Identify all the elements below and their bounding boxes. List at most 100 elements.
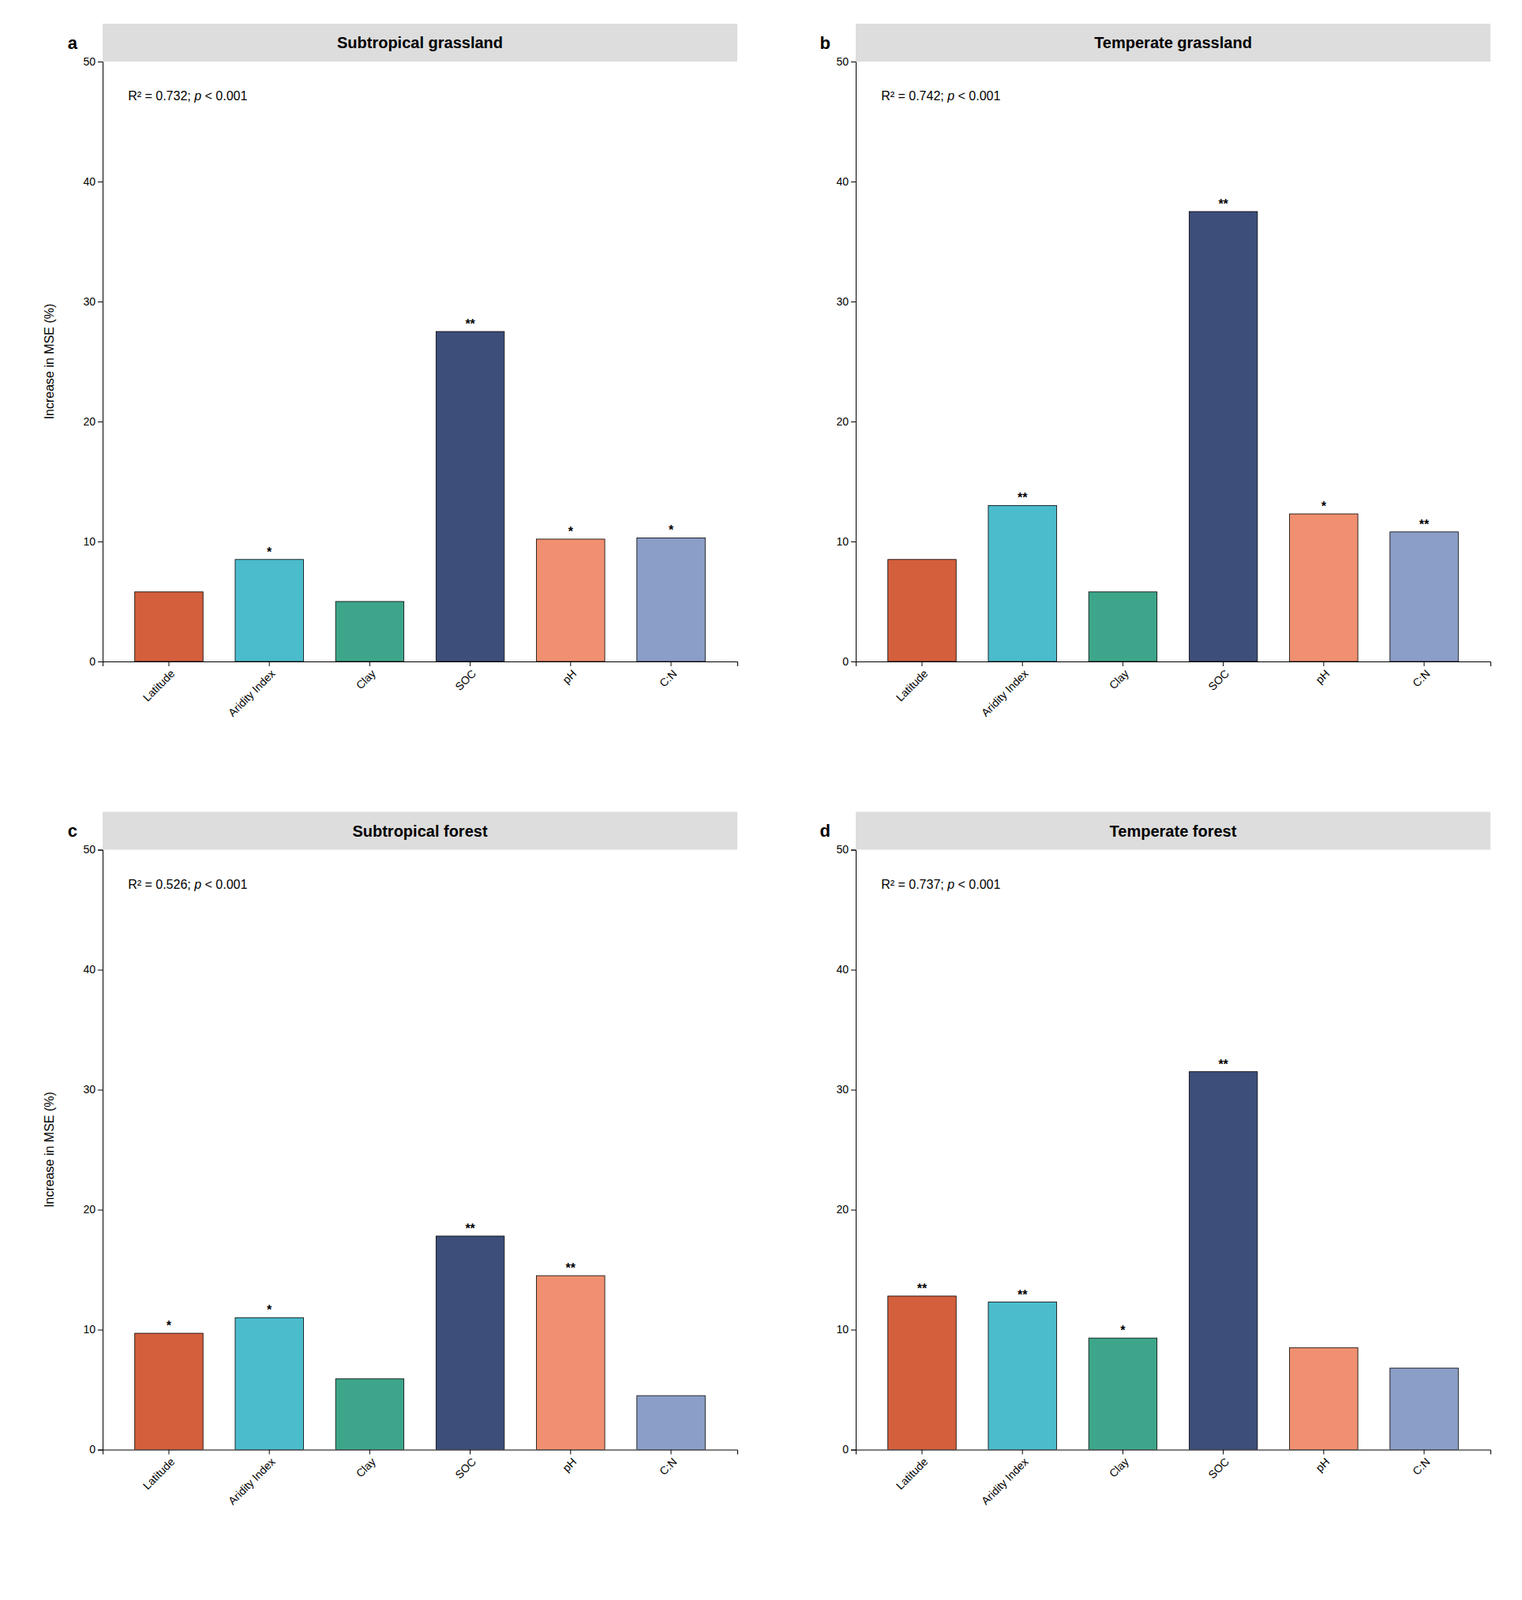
y-tick-label: 40: [82, 175, 96, 188]
bar: [888, 559, 957, 662]
y-tick: 0: [89, 1443, 103, 1456]
y-tick-label: 30: [82, 1083, 96, 1096]
stat-text: R² = 0.737;: [880, 877, 948, 892]
x-tick: SOC: [452, 1450, 479, 1482]
x-tick: SOC: [1205, 1450, 1232, 1482]
x-tick-mark: [369, 661, 371, 667]
x-tick-label: Aridity Index: [978, 667, 1031, 720]
x-axis-line: [856, 662, 1492, 668]
y-tick-label: 50: [835, 55, 849, 68]
y-tick-label: 10: [835, 535, 849, 548]
y-tick-mark: [850, 61, 856, 63]
y-tick-label: 10: [82, 1323, 96, 1336]
bar: [335, 1379, 405, 1451]
x-tick-mark: [569, 661, 571, 667]
y-tick-mark: [97, 301, 103, 303]
bar: [1390, 532, 1459, 662]
y-tick: 20: [835, 415, 856, 428]
y-tick-label: 20: [82, 415, 96, 428]
significance-label: **: [1017, 1288, 1028, 1302]
x-tick-label: SOC: [1205, 667, 1232, 694]
x-tick: SOC: [1205, 661, 1232, 694]
x-tick: Clay: [353, 661, 379, 692]
significance-label: *: [1120, 1323, 1126, 1338]
y-tick-label: 0: [89, 1443, 96, 1456]
x-axis: LatitudeAridity IndexClaySOCpHC:N: [856, 661, 1492, 720]
x-tick-label: Clay: [1106, 1455, 1132, 1481]
stat-text: < 0.001: [954, 89, 1001, 103]
x-tick-mark: [1323, 1450, 1324, 1455]
y-tick-mark: [97, 181, 103, 183]
y-tick: 30: [82, 1083, 103, 1096]
y-tick-label: 0: [89, 655, 96, 668]
significance-label: **: [917, 1282, 928, 1296]
y-tick-label: 0: [842, 1443, 849, 1456]
x-tick-mark: [671, 1450, 672, 1455]
y-tick-mark: [97, 1450, 103, 1451]
x-tick-label: SOC: [1205, 1455, 1232, 1482]
y-axis-title: Increase in MSE (%): [42, 1091, 57, 1208]
x-tick-mark: [269, 1450, 270, 1455]
x-tick-mark: [168, 661, 169, 667]
significance-label: **: [1017, 491, 1028, 505]
significance-label: **: [1218, 197, 1229, 211]
panel: Temperate grassland01020304050LatitudeAr…: [820, 23, 1492, 720]
significance-label: *: [568, 524, 574, 539]
y-tick-mark: [850, 970, 856, 971]
x-tick: C:N: [656, 1450, 679, 1478]
y-tick-label: 20: [82, 1203, 96, 1216]
y-tick-label: 50: [82, 843, 96, 856]
x-tick-mark: [369, 1450, 371, 1455]
x-tick-mark: [269, 661, 270, 667]
x-tick-mark: [469, 1450, 471, 1455]
bar: [235, 1317, 304, 1450]
y-tick: 40: [835, 175, 856, 188]
bar: [134, 1333, 204, 1450]
bars: [134, 331, 706, 662]
y-tick: 40: [82, 963, 103, 976]
y-tick: 0: [842, 1443, 856, 1456]
x-tick: pH: [1312, 661, 1332, 687]
y-tick-label: 10: [835, 1323, 849, 1336]
significance-label: *: [266, 545, 273, 559]
x-tick-mark: [921, 661, 923, 667]
x-tick-mark: [1424, 1450, 1425, 1455]
panel-title: Temperate grassland: [1094, 33, 1253, 52]
bar: [988, 505, 1058, 662]
figure: Subtropical grassland01020304050Latitude…: [0, 0, 1522, 1600]
x-tick-label: Clay: [353, 1455, 379, 1481]
y-tick-mark: [850, 541, 856, 543]
bar: [1188, 211, 1258, 662]
y-tick-label: 20: [835, 415, 849, 428]
y-tick-mark: [850, 1090, 856, 1091]
title-strip: [855, 23, 1491, 62]
stat-text: R² = 0.742;: [880, 89, 948, 103]
y-tick: 50: [835, 55, 856, 68]
bar: [134, 592, 204, 662]
significance-label: *: [668, 523, 675, 537]
y-tick-mark: [97, 1210, 103, 1211]
y-tick-mark: [97, 61, 103, 63]
x-tick: Latitude: [140, 1450, 178, 1493]
y-tick: 20: [82, 1203, 103, 1216]
x-tick-mark: [168, 1450, 169, 1455]
x-tick-mark: [469, 661, 471, 667]
y-tick: 40: [82, 175, 103, 188]
stat-p: p: [946, 877, 955, 892]
y-tick: 50: [82, 843, 103, 856]
x-tick: pH: [559, 1450, 579, 1475]
y-tick: 10: [82, 535, 103, 548]
y-tick-label: 30: [835, 295, 849, 308]
bar: [1289, 1347, 1359, 1450]
y-tick-mark: [850, 850, 856, 851]
bar: [235, 559, 304, 662]
y-axis-line: [850, 850, 857, 1451]
x-tick-mark: [1022, 661, 1024, 667]
bar: [435, 331, 505, 662]
y-tick-label: 50: [835, 843, 849, 856]
y-tick-mark: [97, 850, 103, 851]
y-tick: 10: [835, 535, 856, 548]
stat-text: < 0.001: [201, 877, 248, 892]
significance-label: **: [464, 1222, 476, 1236]
y-tick-mark: [97, 1330, 103, 1331]
